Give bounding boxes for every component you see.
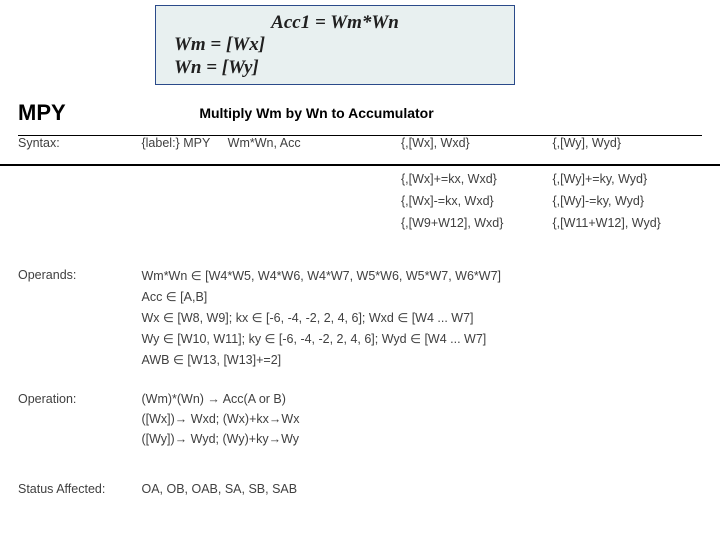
syntax-row: {,[Wx]-=kx, Wxd} {,[Wy]-=ky, Wyd}: [141, 194, 701, 208]
operation-line: (Wm)*(Wn) → Acc(A or B): [141, 392, 701, 406]
formula-wn: Wn = [Wy]: [174, 57, 496, 80]
instruction-header: MPY Multiply Wm by Wn to Accumulator: [18, 100, 702, 126]
syntax-col-wy: {,[Wy]+=ky, Wyd}: [552, 172, 647, 186]
status-content: OA, OB, OAB, SA, SB, SAB: [141, 482, 701, 502]
operation-line: ([Wx])→ Wxd; (Wx)+kx→Wx: [141, 412, 701, 426]
syntax-label: Syntax:: [18, 136, 138, 150]
syntax-col-wx: {,[Wx]-=kx, Wxd}: [401, 194, 549, 208]
syntax-prefix-text: {label:} MPY: [141, 136, 210, 150]
status-value: OA, OB, OAB, SA, SB, SAB: [141, 482, 701, 496]
operands-line: Wm*Wn ∈ [W4*W5, W4*W6, W4*W7, W5*W6, W5*…: [141, 268, 701, 283]
operands-line: Acc ∈ [A,B]: [141, 289, 701, 304]
formula-title: Acc1 = Wm*Wn: [174, 12, 496, 34]
operands-label: Operands:: [18, 268, 138, 282]
operands-content: Wm*Wn ∈ [W4*W5, W4*W6, W4*W7, W5*W6, W5*…: [141, 268, 701, 373]
syntax-row: {label:} MPY Wm*Wn, Acc {,[Wx], Wxd} {,[…: [141, 136, 701, 150]
divider-thick: [0, 164, 720, 166]
syntax-prefix: {label:} MPY Wm*Wn, Acc: [141, 136, 397, 150]
operation-label: Operation:: [18, 392, 138, 406]
status-section: Status Affected: OA, OB, OAB, SA, SB, SA…: [18, 482, 702, 502]
syntax-col-wx: {,[W9+W12], Wxd}: [401, 216, 549, 230]
operation-line: ([Wy])→ Wyd; (Wy)+ky→Wy: [141, 432, 701, 446]
syntax-col-wy: {,[W11+W12], Wyd}: [552, 216, 660, 230]
instruction-description: Multiply Wm by Wn to Accumulator: [199, 105, 433, 121]
syntax-col-wy: {,[Wy], Wyd}: [552, 136, 621, 150]
syntax-extra-rows: {,[Wx]+=kx, Wxd} {,[Wy]+=ky, Wyd} {,[Wx]…: [141, 172, 701, 238]
syntax-content: {label:} MPY Wm*Wn, Acc {,[Wx], Wxd} {,[…: [141, 136, 701, 158]
formula-wm: Wm = [Wx]: [174, 34, 496, 57]
syntax-row: {,[Wx]+=kx, Wxd} {,[Wy]+=ky, Wyd}: [141, 172, 701, 186]
syntax-section-rows: {,[Wx]+=kx, Wxd} {,[Wy]+=ky, Wyd} {,[Wx]…: [18, 172, 702, 238]
status-label: Status Affected:: [18, 482, 138, 496]
instruction-mnemonic: MPY: [18, 100, 66, 126]
formula-box: Acc1 = Wm*Wn Wm = [Wx] Wn = [Wy]: [155, 5, 515, 85]
syntax-row: {,[W9+W12], Wxd} {,[W11+W12], Wyd}: [141, 216, 701, 230]
syntax-col-wx: {,[Wx], Wxd}: [401, 136, 549, 150]
operands-section: Operands: Wm*Wn ∈ [W4*W5, W4*W6, W4*W7, …: [18, 268, 702, 373]
operation-content: (Wm)*(Wn) → Acc(A or B) ([Wx])→ Wxd; (Wx…: [141, 392, 701, 452]
operands-line: Wx ∈ [W8, W9]; kx ∈ [-6, -4, -2, 2, 4, 6…: [141, 310, 701, 325]
syntax-col-wy: {,[Wy]-=ky, Wyd}: [552, 194, 644, 208]
operation-section: Operation: (Wm)*(Wn) → Acc(A or B) ([Wx]…: [18, 392, 702, 452]
operands-line: AWB ∈ [W13, [W13]+=2]: [141, 352, 701, 367]
operands-line: Wy ∈ [W10, W11]; ky ∈ [-6, -4, -2, 2, 4,…: [141, 331, 701, 346]
syntax-section: Syntax: {label:} MPY Wm*Wn, Acc {,[Wx], …: [18, 136, 702, 158]
syntax-col-wx: {,[Wx]+=kx, Wxd}: [401, 172, 549, 186]
syntax-args: Wm*Wn, Acc: [228, 136, 301, 150]
